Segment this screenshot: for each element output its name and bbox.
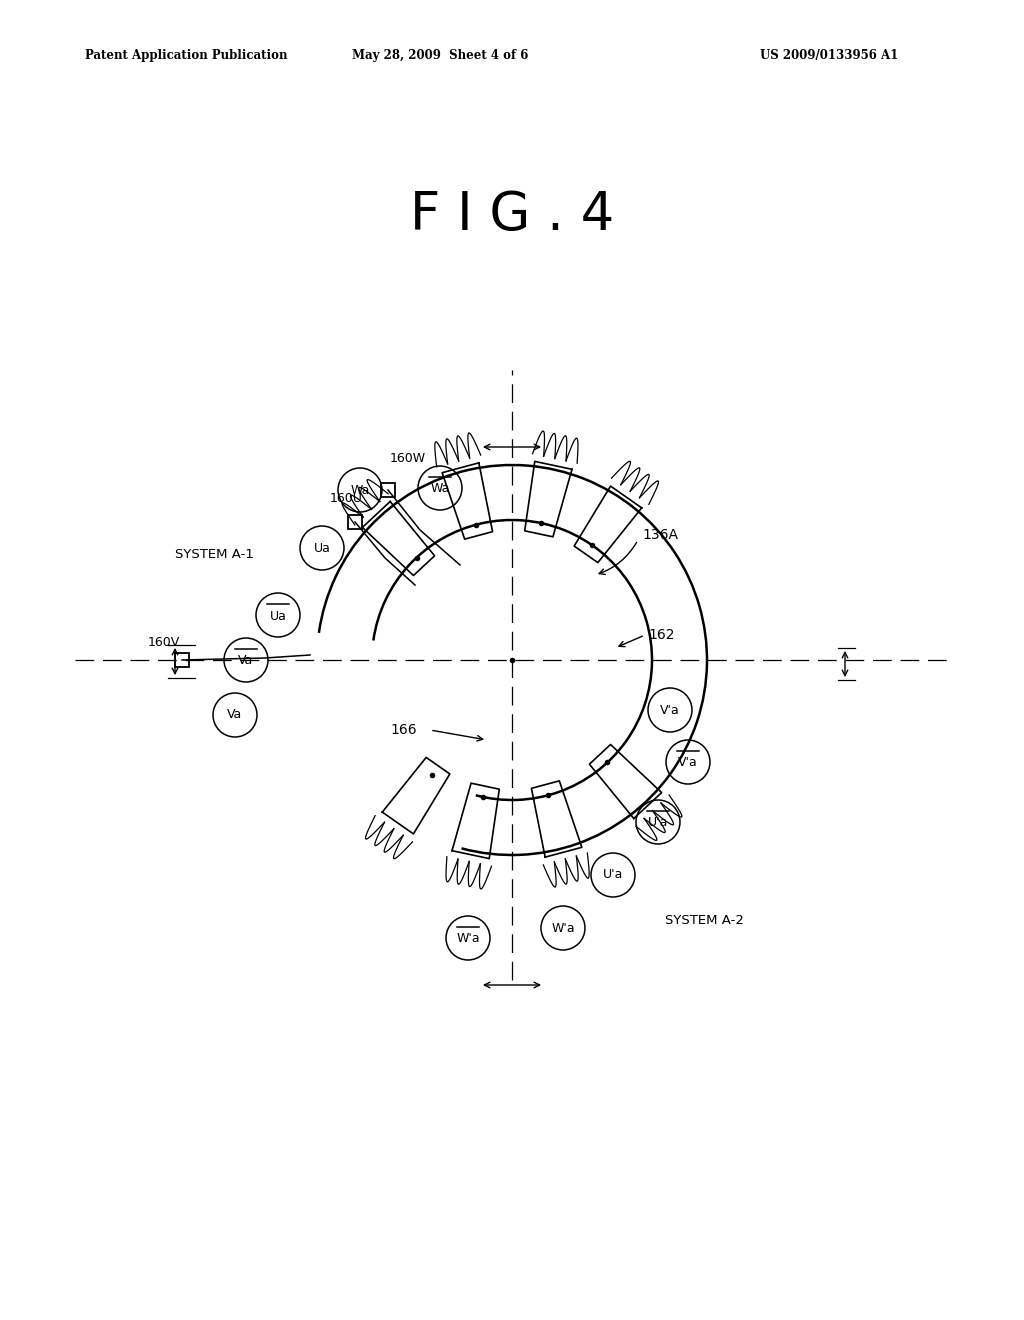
Text: Ua: Ua	[269, 610, 287, 623]
Text: 162: 162	[648, 628, 675, 642]
Text: 136A: 136A	[642, 528, 678, 543]
Text: W'a: W'a	[551, 921, 574, 935]
Text: F I G . 4: F I G . 4	[410, 189, 614, 242]
Text: 160W: 160W	[390, 451, 426, 465]
Text: V'a: V'a	[660, 704, 680, 717]
Text: Wa: Wa	[430, 483, 450, 495]
Text: May 28, 2009  Sheet 4 of 6: May 28, 2009 Sheet 4 of 6	[352, 49, 528, 62]
Text: Va: Va	[239, 655, 254, 668]
Text: U'a: U'a	[603, 869, 624, 882]
Text: 160V: 160V	[148, 635, 180, 648]
Bar	[175, 653, 189, 667]
Text: V'a: V'a	[678, 756, 698, 770]
Text: Patent Application Publication: Patent Application Publication	[85, 49, 288, 62]
Text: W'a: W'a	[456, 932, 480, 945]
Text: SYSTEM A-2: SYSTEM A-2	[665, 913, 743, 927]
Text: Ua: Ua	[313, 541, 331, 554]
Text: US 2009/0133956 A1: US 2009/0133956 A1	[760, 49, 898, 62]
Text: 166: 166	[390, 723, 417, 737]
Text: 160U: 160U	[330, 491, 362, 504]
Text: Va: Va	[227, 709, 243, 722]
Text: Wa: Wa	[350, 483, 370, 496]
Text: U'a: U'a	[648, 817, 669, 829]
Text: SYSTEM A-1: SYSTEM A-1	[175, 549, 254, 561]
Bar	[381, 483, 395, 498]
Bar	[348, 515, 362, 529]
